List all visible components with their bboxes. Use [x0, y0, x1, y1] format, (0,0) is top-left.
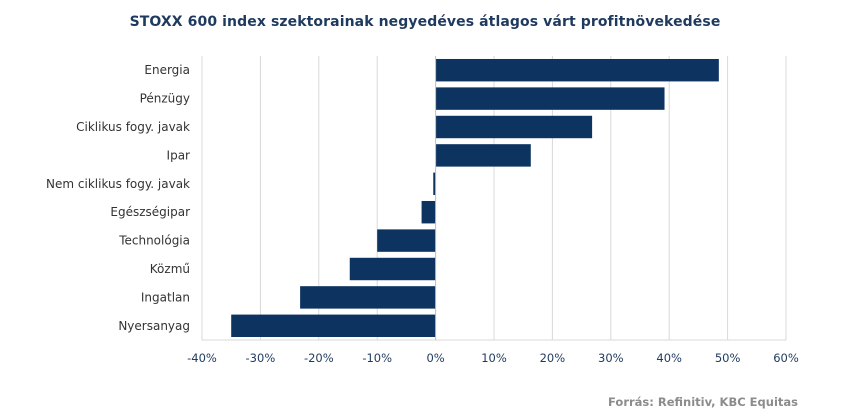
- category-label: Közmű: [150, 262, 190, 276]
- chart-title: STOXX 600 index szektorainak negyedéves …: [129, 14, 721, 30]
- source-note: Forrás: Refinitiv, KBC Equitas: [608, 395, 798, 409]
- bar: [231, 314, 436, 338]
- bar: [377, 229, 436, 252]
- x-tick-label: -20%: [304, 351, 334, 365]
- bar: [435, 58, 719, 82]
- bar: [421, 200, 436, 224]
- category-label: Technológia: [118, 234, 190, 248]
- x-tick-label: 40%: [656, 351, 682, 365]
- bar: [433, 172, 436, 196]
- bar: [435, 87, 665, 110]
- category-label: Ciklikus fogy. javak: [76, 120, 190, 134]
- x-tick-label: -40%: [187, 351, 217, 365]
- x-tick-label: 10%: [481, 351, 507, 365]
- category-label: Energia: [144, 63, 190, 77]
- category-label: Egészségipar: [110, 205, 190, 219]
- category-label: Ipar: [167, 148, 191, 162]
- category-label: Nem ciklikus fogy. javak: [46, 177, 190, 191]
- x-tick-label: 60%: [773, 351, 799, 365]
- x-tick-label: 30%: [598, 351, 624, 365]
- x-tick-label: 50%: [715, 351, 741, 365]
- x-tick-label: 0%: [426, 351, 444, 365]
- bar: [349, 257, 436, 281]
- bar: [300, 286, 436, 309]
- x-tick-label: -30%: [246, 351, 276, 365]
- x-tick-label: 20%: [540, 351, 566, 365]
- bar: [435, 115, 593, 139]
- category-label: Nyersanyag: [118, 319, 190, 333]
- category-label: Ingatlan: [141, 290, 190, 304]
- category-label: Pénzügy: [140, 92, 190, 106]
- x-tick-label: -10%: [362, 351, 392, 365]
- bar: [435, 144, 531, 167]
